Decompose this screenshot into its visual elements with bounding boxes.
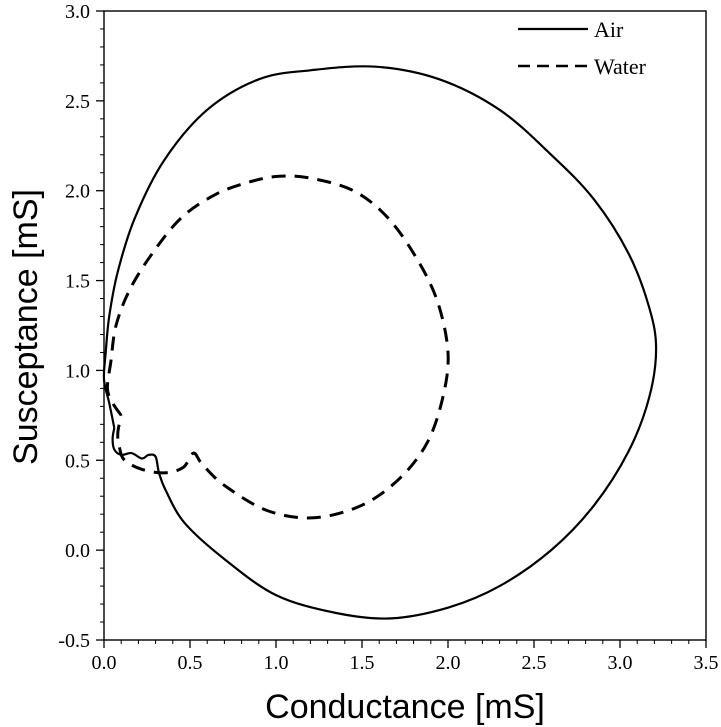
y-tick-label: 0.0 — [65, 540, 90, 562]
series-layer — [102, 65, 658, 620]
x-tick-label: 0.0 — [92, 652, 117, 674]
series-water-line — [105, 174, 450, 520]
x-tick-label: 2.5 — [522, 652, 547, 674]
y-tick-label: 0.5 — [65, 450, 90, 472]
x-tick-label: 3.0 — [608, 652, 633, 674]
legend-air-label: Air — [594, 17, 624, 42]
y-axis-ticks: -0.5 0.0 0.5 1.0 1.5 2.0 2.5 3.0 — [58, 1, 104, 652]
x-tick-label: 1.0 — [264, 652, 289, 674]
series-air-line — [102, 65, 658, 620]
y-tick-label: 2.0 — [65, 181, 90, 203]
y-tick-label: 3.0 — [65, 1, 90, 23]
y-tick-label: 1.5 — [65, 271, 90, 293]
y-tick-label: 2.5 — [65, 91, 90, 113]
legend-water-label: Water — [594, 54, 647, 79]
plot-frame — [103, 10, 707, 641]
x-tick-label: 3.5 — [694, 652, 719, 674]
x-tick-label: 0.5 — [178, 652, 203, 674]
y-tick-label: -0.5 — [58, 630, 90, 652]
x-axis-label: Conductance [mS] — [265, 688, 545, 726]
x-axis-ticks: 0.0 0.5 1.0 1.5 2.0 2.5 3.0 3.5 — [92, 640, 719, 674]
x-tick-label: 2.0 — [436, 652, 461, 674]
x-tick-label: 1.5 — [350, 652, 375, 674]
y-tick-label: 1.0 — [65, 360, 90, 382]
legend: Air Water — [518, 17, 647, 79]
plot-border — [103, 10, 707, 641]
y-axis-label: Susceptance [mS] — [7, 189, 45, 465]
